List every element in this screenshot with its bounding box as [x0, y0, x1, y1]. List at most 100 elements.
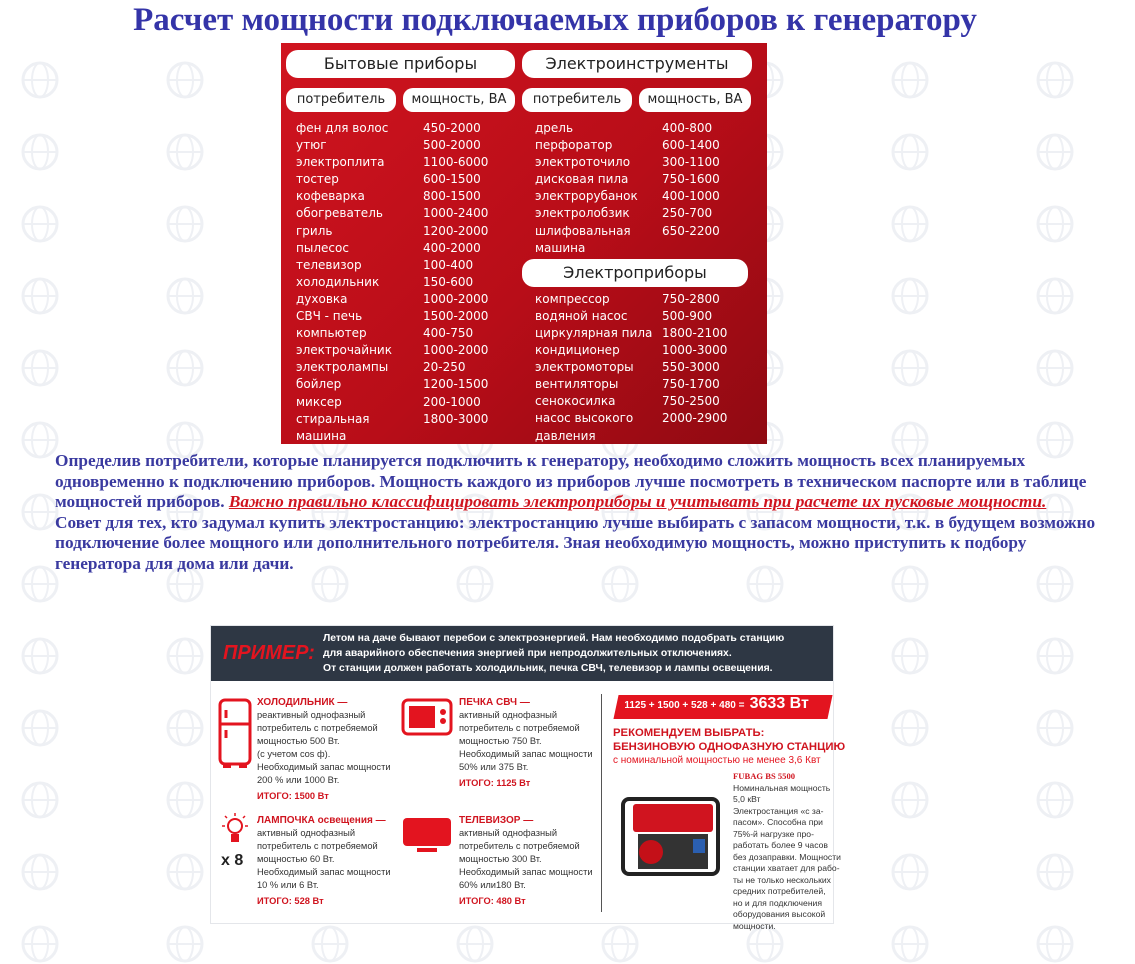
watermark-logo	[166, 925, 204, 963]
watermark-logo	[166, 133, 204, 171]
watermark-logo	[891, 781, 929, 819]
card-text: Необходимый запас мощности	[459, 867, 593, 877]
watermark-logo	[21, 421, 59, 459]
consumer-name: кофеварка	[296, 189, 365, 204]
card-text: 50% или 375 Вт.	[459, 762, 529, 772]
card-title: ЛАМПОЧКА освещения —	[257, 815, 386, 826]
consumer-name: тостер	[296, 172, 339, 187]
card-text: мощностью 500 Вт.	[257, 736, 340, 746]
card-text: Необходимый запас мощности	[459, 749, 593, 759]
card-text: Необходимый запас мощности	[257, 762, 391, 772]
description-text: Определив потребители, которые планирует…	[55, 451, 1115, 575]
power-value: 1200-2000	[423, 223, 489, 238]
card-text: потребитель с потребяемой	[459, 723, 580, 733]
watermark-logo	[311, 925, 349, 963]
microwave-icon	[401, 698, 453, 736]
power-value: 650-2200	[662, 223, 720, 238]
recommendation-sub: с номинальной мощностью не менее 3,6 Квт	[613, 755, 821, 766]
table-row: холодильник 150-600	[296, 274, 523, 291]
consumer-name: электролампы	[296, 360, 389, 375]
watermark-logo	[166, 349, 204, 387]
watermark-logo	[166, 277, 204, 315]
card-text: потребитель с потребяемой	[257, 723, 378, 733]
rec-line: РЕКОМЕНДУЕМ ВЫБРАТЬ:	[613, 727, 765, 739]
power-value: 400-1000	[662, 189, 720, 204]
table-row: кондиционер 1000-3000	[535, 342, 762, 359]
paragraph-intro: Определив потребители, которые планирует…	[55, 451, 1087, 512]
watermark-logo	[601, 925, 639, 963]
power-value: 2000-2900	[662, 411, 728, 426]
model-description: FUBAG BS 5500 Номинальная мощность 5,0 кВт…	[733, 771, 841, 932]
watermark-logo	[891, 925, 929, 963]
generator-image	[621, 797, 720, 876]
table-row: компьютер 400-750	[296, 325, 523, 342]
card-total: ИТОГО: 1125 Вт	[459, 778, 531, 788]
power-value: 550-3000	[662, 360, 720, 375]
table-row: шлифовальная машина 650-2200	[535, 223, 762, 257]
watermark-logo	[891, 853, 929, 891]
watermark-logo	[1036, 133, 1074, 171]
table-row: перфоратор 600-1400	[535, 137, 762, 154]
model-text-line: работать более 9 часов	[733, 840, 828, 850]
page-title: Расчет мощности подключаемых приборов к …	[133, 2, 977, 38]
power-value: 1100-6000	[423, 155, 489, 170]
watermark-logo	[1036, 925, 1074, 963]
lamp-multiplier: x 8	[221, 852, 244, 869]
card-title: ХОЛОДИЛЬНИК —	[257, 697, 348, 708]
warning-text: Важно правильно классифицировать электро…	[228, 492, 1047, 512]
power-value: 300-1100	[662, 155, 720, 170]
power-value: 450-2000	[423, 121, 481, 135]
power-value: 1500-2000	[423, 309, 489, 324]
consumer-name: гриль	[296, 223, 333, 238]
watermark-logo	[456, 925, 494, 963]
consumer-name: компрессор	[535, 291, 610, 306]
consumer-name: утюг	[296, 138, 327, 153]
consumer-name: холодильник	[296, 274, 380, 289]
watermark-logo	[21, 565, 59, 603]
consumer-name: перфоратор	[535, 138, 613, 153]
table-row: электроточило 300-1100	[535, 154, 762, 171]
power-value: 200-1000	[423, 394, 481, 409]
consumer-name: компьютер	[296, 326, 367, 341]
model-text-line: Номинальная мощность	[733, 782, 831, 793]
table-row: электрочайник 1000-2000	[296, 342, 523, 359]
model-text-line: оборудования высокой	[733, 909, 826, 919]
consumer-name: водяной насос	[535, 308, 628, 323]
tools-devices-list: дрель 400-800 перфоратор 600-1400 электроточ…	[522, 120, 762, 445]
watermark-logo	[1036, 349, 1074, 387]
card-text: мощностью 60 Вт.	[257, 854, 335, 864]
consumer-name: вентиляторы	[535, 377, 619, 392]
card-text: (с учетом cos ф).	[257, 749, 331, 759]
power-value: 1800-3000	[423, 411, 489, 426]
devices-section: Электроприборы	[522, 257, 762, 291]
model-text-line: станции хватает для рабо-	[733, 863, 840, 873]
table-row: утюг 500-2000	[296, 137, 523, 154]
consumer-name: СВЧ - печь	[296, 309, 363, 324]
watermark-logo	[891, 349, 929, 387]
watermark-logo	[21, 781, 59, 819]
fridge-icon	[218, 698, 252, 768]
model-text-line: мощности.	[733, 920, 776, 931]
table-row: пылесос 400-2000	[296, 240, 523, 257]
model-text-line: без дозаправки. Мощности	[733, 851, 841, 862]
power-value: 1000-3000	[662, 343, 728, 358]
example-card: ТЕЛЕВИЗОР — активный однофазный потребител…	[459, 814, 599, 908]
watermark-logo	[891, 709, 929, 747]
consumer-name: обогреватель	[296, 206, 383, 221]
card-text: мощностью 750 Вт.	[459, 736, 542, 746]
example-card: ХОЛОДИЛЬНИК — реактивный однофазный потреб…	[257, 696, 397, 803]
table-row: обогреватель 1000-2400	[296, 205, 523, 222]
power-value: 1000-2000	[423, 291, 489, 306]
power-value: 600-1500	[423, 172, 481, 187]
consumer-name: электрочайник	[296, 343, 392, 358]
table-row: бойлер 1200-1500	[296, 376, 523, 393]
table-row: сенокосилка 750-2500	[535, 393, 762, 410]
power-value: 150-600	[423, 274, 474, 289]
watermark-logo	[891, 277, 929, 315]
consumer-name: сенокосилка	[535, 394, 616, 409]
watermark-logo	[1036, 205, 1074, 243]
example-label: ПРИМЕР:	[223, 642, 315, 664]
consumer-name: дрель	[535, 121, 574, 135]
household-power-col: мощность, ВА	[403, 88, 515, 112]
example-card: ПЕЧКА СВЧ — активный однофазный потребител…	[459, 696, 599, 790]
